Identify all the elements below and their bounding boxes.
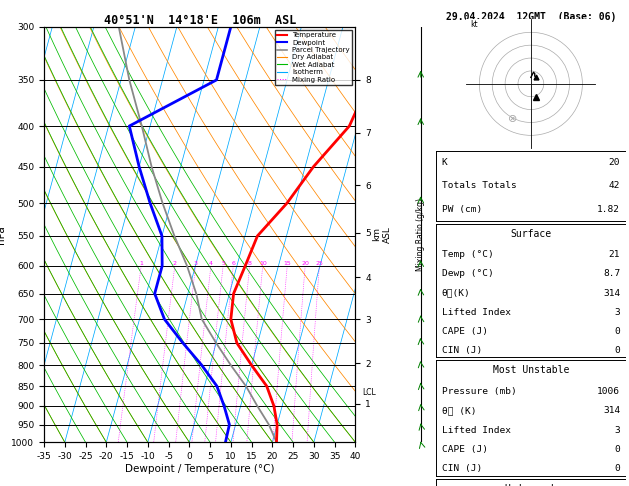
Text: 5: 5	[221, 261, 225, 266]
Text: 1006: 1006	[597, 387, 620, 396]
Text: CAPE (J): CAPE (J)	[442, 327, 487, 336]
Text: 8: 8	[248, 261, 252, 266]
Text: PW (cm): PW (cm)	[442, 205, 482, 214]
Text: Dewp (°C): Dewp (°C)	[442, 269, 493, 278]
Text: 1: 1	[139, 261, 143, 266]
Text: 15: 15	[283, 261, 291, 266]
Text: 2: 2	[173, 261, 177, 266]
Text: Surface: Surface	[510, 229, 552, 239]
Text: Pressure (mb): Pressure (mb)	[442, 387, 516, 396]
Text: θᴇ(K): θᴇ(K)	[442, 289, 470, 297]
Title: 40°51'N  14°18'E  106m  ASL: 40°51'N 14°18'E 106m ASL	[104, 14, 296, 27]
Text: 21: 21	[609, 250, 620, 260]
Text: 3: 3	[615, 308, 620, 316]
Text: 42: 42	[609, 181, 620, 191]
X-axis label: Dewpoint / Temperature (°C): Dewpoint / Temperature (°C)	[125, 464, 274, 474]
Text: 20: 20	[301, 261, 309, 266]
Text: 1.82: 1.82	[597, 205, 620, 214]
Text: 10: 10	[259, 261, 267, 266]
Text: 0: 0	[615, 346, 620, 355]
Text: Lifted Index: Lifted Index	[442, 308, 511, 316]
Text: 3: 3	[194, 261, 198, 266]
Text: 0: 0	[615, 327, 620, 336]
Text: 6: 6	[231, 261, 235, 266]
Text: K: K	[442, 158, 447, 167]
Text: CAPE (J): CAPE (J)	[442, 445, 487, 454]
Text: Mixing Ratio (g/kg): Mixing Ratio (g/kg)	[416, 198, 425, 271]
Text: Totals Totals: Totals Totals	[442, 181, 516, 191]
Y-axis label: km
ASL: km ASL	[372, 226, 392, 243]
Text: CIN (J): CIN (J)	[442, 465, 482, 473]
Text: 20: 20	[609, 158, 620, 167]
Text: CIN (J): CIN (J)	[442, 346, 482, 355]
Text: 314: 314	[603, 289, 620, 297]
Text: Temp (°C): Temp (°C)	[442, 250, 493, 260]
Y-axis label: hPa: hPa	[0, 225, 6, 244]
Text: θᴇ (K): θᴇ (K)	[442, 406, 476, 415]
Text: Lifted Index: Lifted Index	[442, 426, 511, 434]
Text: 8.7: 8.7	[603, 269, 620, 278]
Text: Most Unstable: Most Unstable	[493, 365, 569, 375]
Text: kt: kt	[470, 20, 478, 29]
Text: Hodograph: Hodograph	[504, 485, 557, 486]
Text: 314: 314	[603, 406, 620, 415]
Text: ⊗: ⊗	[508, 115, 517, 124]
Text: 29.04.2024  12GMT  (Base: 06): 29.04.2024 12GMT (Base: 06)	[446, 12, 616, 22]
Text: LCL: LCL	[362, 388, 376, 397]
Text: 0: 0	[615, 445, 620, 454]
Text: 4: 4	[209, 261, 213, 266]
Text: 3: 3	[615, 426, 620, 434]
Text: 25: 25	[315, 261, 323, 266]
Text: 0: 0	[615, 465, 620, 473]
Legend: Temperature, Dewpoint, Parcel Trajectory, Dry Adiabat, Wet Adiabat, Isotherm, Mi: Temperature, Dewpoint, Parcel Trajectory…	[275, 30, 352, 85]
